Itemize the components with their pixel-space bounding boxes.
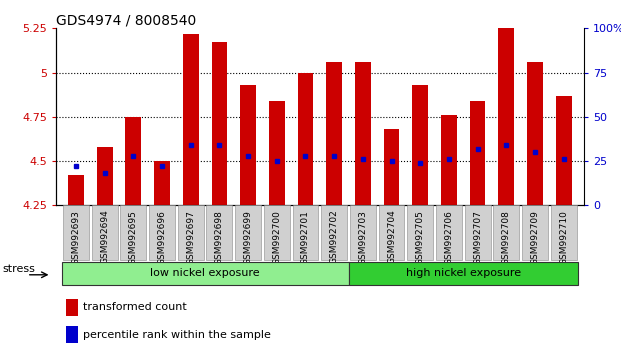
- Bar: [522, 205, 548, 260]
- Bar: [125, 117, 141, 205]
- Bar: [68, 175, 84, 205]
- Text: GSM992701: GSM992701: [301, 210, 310, 264]
- Bar: [154, 161, 170, 205]
- Bar: [348, 262, 578, 285]
- Text: transformed count: transformed count: [83, 302, 187, 312]
- Bar: [379, 205, 404, 260]
- Text: GSM992695: GSM992695: [129, 210, 138, 264]
- Bar: [441, 115, 457, 205]
- Bar: [292, 205, 319, 260]
- Bar: [120, 205, 147, 260]
- Text: percentile rank within the sample: percentile rank within the sample: [83, 330, 271, 340]
- Text: GSM992705: GSM992705: [415, 210, 425, 264]
- Bar: [493, 205, 519, 260]
- Bar: [235, 205, 261, 260]
- Bar: [97, 147, 112, 205]
- Text: GSM992710: GSM992710: [559, 210, 568, 264]
- Bar: [66, 326, 78, 343]
- Bar: [207, 205, 232, 260]
- Text: GSM992703: GSM992703: [358, 210, 368, 264]
- Text: GSM992698: GSM992698: [215, 210, 224, 264]
- Text: low nickel exposure: low nickel exposure: [150, 268, 260, 278]
- Bar: [469, 101, 486, 205]
- Bar: [556, 96, 571, 205]
- Text: GSM992706: GSM992706: [445, 210, 453, 264]
- Bar: [551, 205, 576, 260]
- Text: GSM992709: GSM992709: [530, 210, 540, 264]
- Bar: [355, 62, 371, 205]
- Bar: [384, 129, 399, 205]
- Text: stress: stress: [3, 264, 35, 274]
- Bar: [264, 205, 289, 260]
- Bar: [350, 205, 376, 260]
- Text: GSM992700: GSM992700: [272, 210, 281, 264]
- Text: high nickel exposure: high nickel exposure: [406, 268, 521, 278]
- Text: GSM992707: GSM992707: [473, 210, 482, 264]
- Bar: [527, 62, 543, 205]
- Bar: [436, 205, 462, 260]
- Bar: [178, 205, 204, 260]
- Bar: [321, 205, 347, 260]
- Bar: [326, 62, 342, 205]
- Bar: [297, 73, 314, 205]
- Bar: [183, 34, 199, 205]
- Bar: [407, 205, 433, 260]
- Bar: [465, 205, 491, 260]
- Text: GSM992694: GSM992694: [100, 210, 109, 264]
- Text: GSM992693: GSM992693: [71, 210, 81, 264]
- Text: GSM992697: GSM992697: [186, 210, 195, 264]
- Text: GSM992704: GSM992704: [387, 210, 396, 264]
- Bar: [269, 101, 284, 205]
- Bar: [212, 42, 227, 205]
- Text: GSM992696: GSM992696: [158, 210, 166, 264]
- Text: GSM992699: GSM992699: [243, 210, 253, 264]
- Text: GSM992708: GSM992708: [502, 210, 511, 264]
- Bar: [61, 262, 348, 285]
- Bar: [149, 205, 175, 260]
- Bar: [63, 205, 89, 260]
- Bar: [240, 85, 256, 205]
- Bar: [499, 28, 514, 205]
- Bar: [412, 85, 428, 205]
- Text: GSM992702: GSM992702: [330, 210, 338, 264]
- Bar: [92, 205, 117, 260]
- Text: GDS4974 / 8008540: GDS4974 / 8008540: [56, 13, 196, 27]
- Bar: [66, 299, 78, 315]
